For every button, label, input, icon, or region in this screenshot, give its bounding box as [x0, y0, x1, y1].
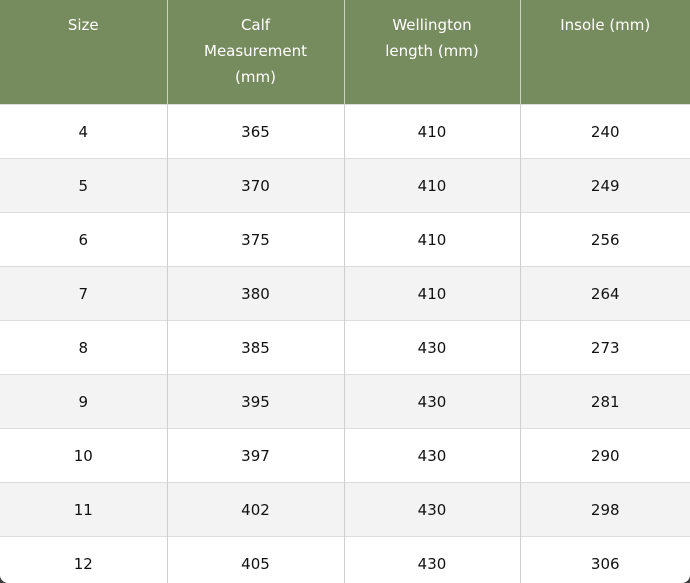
- cell-wellington-length: 410: [344, 104, 521, 159]
- cell-wellington-length: 430: [344, 536, 521, 583]
- cell-calf: 370: [167, 158, 345, 213]
- cell-insole: 290: [520, 428, 690, 483]
- cell-size: 5: [0, 158, 168, 213]
- cell-insole: 306: [520, 536, 690, 583]
- cell-insole: 281: [520, 374, 690, 429]
- cell-insole: 298: [520, 482, 690, 537]
- cell-size: 7: [0, 266, 168, 321]
- header-size: Size: [0, 0, 168, 105]
- cell-wellington-length: 410: [344, 266, 521, 321]
- table-row: 9 395 430 281: [0, 374, 690, 429]
- cell-calf: 397: [167, 428, 345, 483]
- cell-calf: 405: [167, 536, 345, 583]
- cell-calf: 365: [167, 104, 345, 159]
- table-row: 6 375 410 256: [0, 212, 690, 267]
- cell-wellington-length: 430: [344, 482, 521, 537]
- cell-size: 9: [0, 374, 168, 429]
- cell-insole: 249: [520, 158, 690, 213]
- cell-calf: 380: [167, 266, 345, 321]
- cell-calf: 395: [167, 374, 345, 429]
- table-row: 11 402 430 298: [0, 482, 690, 537]
- header-row: Size Calf Measurement (mm) Wellington le…: [0, 0, 690, 105]
- table-row: 7 380 410 264: [0, 266, 690, 321]
- cell-calf: 375: [167, 212, 345, 267]
- table-row: 5 370 410 249: [0, 158, 690, 213]
- cell-size: 12: [0, 536, 168, 583]
- cell-insole: 256: [520, 212, 690, 267]
- cell-wellington-length: 430: [344, 374, 521, 429]
- cell-size: 6: [0, 212, 168, 267]
- cell-size: 8: [0, 320, 168, 375]
- cell-insole: 264: [520, 266, 690, 321]
- cell-insole: 273: [520, 320, 690, 375]
- cell-wellington-length: 430: [344, 320, 521, 375]
- table-row: 12 405 430 306: [0, 536, 690, 583]
- cell-calf: 402: [167, 482, 345, 537]
- table-row: 4 365 410 240: [0, 104, 690, 159]
- cell-size: 10: [0, 428, 168, 483]
- cell-insole: 240: [520, 104, 690, 159]
- cell-wellington-length: 430: [344, 428, 521, 483]
- header-wellington-length: Wellington length (mm): [344, 0, 521, 105]
- cell-size: 11: [0, 482, 168, 537]
- cell-calf: 385: [167, 320, 345, 375]
- table-row: 10 397 430 290: [0, 428, 690, 483]
- table-row: 8 385 430 273: [0, 320, 690, 375]
- cell-size: 4: [0, 104, 168, 159]
- header-insole: Insole (mm): [520, 0, 690, 105]
- header-calf: Calf Measurement (mm): [167, 0, 345, 105]
- cell-wellington-length: 410: [344, 212, 521, 267]
- cell-wellington-length: 410: [344, 158, 521, 213]
